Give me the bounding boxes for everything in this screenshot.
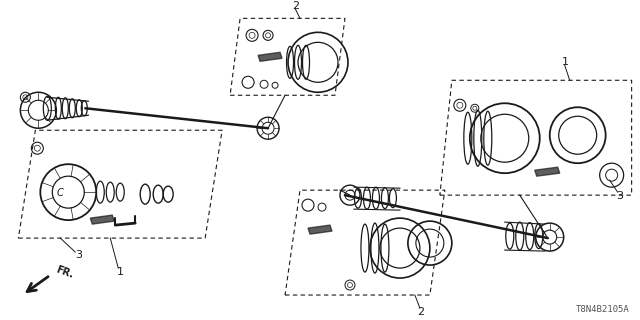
Text: C: C [57,188,64,198]
Text: 1: 1 [562,57,569,67]
Polygon shape [308,225,332,234]
Text: 1: 1 [116,267,124,277]
Text: 3: 3 [75,250,82,260]
Polygon shape [258,52,282,61]
Polygon shape [535,167,560,176]
Polygon shape [90,215,115,224]
Text: 2: 2 [292,1,300,12]
Text: 3: 3 [616,191,623,201]
Text: T8N4B2105A: T8N4B2105A [576,305,630,314]
Text: 2: 2 [417,307,424,317]
Text: FR.: FR. [54,264,75,280]
